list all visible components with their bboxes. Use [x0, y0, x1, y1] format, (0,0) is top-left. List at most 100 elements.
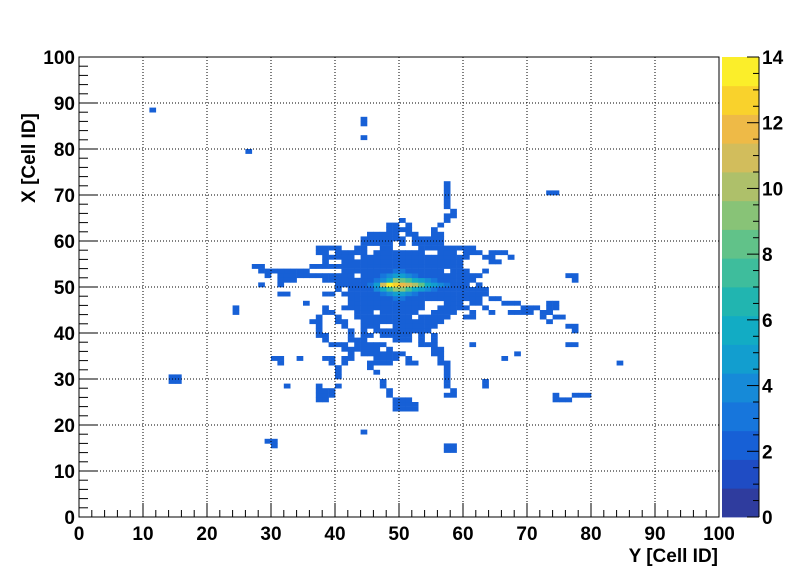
heatmap-cell	[379, 259, 387, 265]
heatmap-cell	[264, 438, 272, 444]
heatmap-cell	[386, 319, 393, 325]
heatmap-cell	[341, 264, 349, 269]
heatmap-cell	[424, 287, 432, 292]
heatmap-cell	[443, 448, 451, 453]
heatmap-cell	[392, 328, 400, 334]
heatmap-cell	[386, 314, 393, 320]
heatmap-cell	[475, 282, 483, 288]
heatmap-cell	[341, 259, 349, 265]
heatmap-cell	[488, 310, 496, 315]
heatmap-cell	[354, 342, 361, 348]
heatmap-cell	[443, 305, 451, 311]
heatmap-cell	[488, 254, 496, 260]
heatmap-cell	[379, 291, 387, 297]
heatmap-cell	[367, 323, 374, 329]
heatmap-cell	[443, 273, 451, 279]
heatmap-cell	[373, 287, 381, 292]
heatmap-cell	[360, 351, 368, 357]
heatmap-cell	[418, 236, 425, 242]
heatmap-cell	[360, 245, 368, 251]
heatmap-cell	[431, 323, 438, 329]
heatmap-cell	[232, 305, 240, 311]
heatmap-cell	[399, 264, 406, 269]
heatmap-cell	[450, 259, 457, 265]
heatmap-cell	[450, 268, 457, 274]
heatmap-cell	[347, 351, 355, 357]
heatmap-cell	[367, 268, 374, 274]
heatmap-cell	[283, 383, 291, 389]
heatmap-cell	[507, 300, 515, 306]
heatmap-cell	[373, 314, 381, 320]
heatmap-cell	[347, 273, 355, 279]
heatmap-cell	[322, 264, 329, 269]
heatmap-cell	[411, 268, 419, 274]
heatmap-cell	[424, 291, 432, 297]
heatmap-cell	[354, 250, 361, 256]
heatmap-cell	[168, 374, 176, 380]
heatmap-cell	[354, 310, 361, 315]
heatmap-cell	[328, 356, 336, 361]
y-axis-title: X [Cell ID]	[19, 113, 40, 203]
heatmap-cell	[392, 296, 400, 302]
heatmap-cell	[341, 254, 349, 260]
heatmap-cell	[373, 369, 381, 375]
heatmap-cell	[399, 241, 406, 246]
heatmap-cell	[431, 346, 438, 352]
heatmap-cell	[315, 388, 323, 394]
heatmap-cell	[450, 443, 457, 449]
heatmap-cell	[482, 287, 489, 292]
heatmap-cell	[283, 268, 291, 274]
heatmap-cell	[418, 245, 425, 251]
heatmap-cell	[360, 346, 368, 352]
heatmap-cell	[450, 296, 457, 302]
heatmap-cell	[347, 333, 355, 338]
heatmap-cell	[335, 319, 342, 325]
heatmap-cell	[571, 273, 579, 279]
heatmap-cell	[328, 254, 336, 260]
heatmap-cell	[386, 296, 393, 302]
heatmap-cell	[399, 402, 406, 407]
heatmap-cell	[418, 250, 425, 256]
heatmap-cell	[303, 268, 310, 274]
x-tick-label: 60	[452, 524, 473, 545]
heatmap-cell	[335, 254, 342, 260]
heatmap-cell	[392, 319, 400, 325]
heatmap-cell	[315, 328, 323, 334]
heatmap-cell	[360, 305, 368, 311]
heatmap-cell	[354, 337, 361, 343]
heatmap-cell	[309, 273, 317, 279]
heatmap-cell	[360, 296, 368, 302]
heatmap-cell	[335, 383, 342, 389]
heatmap-cell	[392, 250, 400, 256]
heatmap-cell	[373, 273, 381, 279]
heatmap-cell	[379, 245, 387, 251]
heatmap-cell	[411, 254, 419, 260]
heatmap-cell	[367, 319, 374, 325]
heatmap-cell	[469, 273, 477, 279]
heatmap-cell	[469, 277, 477, 283]
heatmap-cell	[424, 296, 432, 302]
heatmap-cell	[418, 296, 425, 302]
heatmap-cell	[424, 245, 432, 251]
heatmap-cell	[443, 195, 451, 200]
heatmap-cell	[367, 264, 374, 269]
x-tick-label: 10	[132, 524, 153, 545]
heatmap-cell	[469, 291, 477, 297]
heatmap-cell	[418, 277, 425, 283]
x-tick-labels: 0 10 20 30 40 50 60 70 80 90 100	[74, 524, 735, 545]
heatmap-cell	[341, 250, 349, 256]
color-scale-segment	[722, 430, 759, 460]
heatmap-cell	[373, 254, 381, 260]
heatmap-cell	[456, 287, 464, 292]
heatmap-cell	[315, 383, 323, 389]
heatmap-cell	[411, 291, 419, 297]
heatmap-cell	[379, 328, 387, 334]
heatmap-cell	[386, 227, 393, 233]
heatmap-cell	[418, 273, 425, 279]
heatmap-cell	[463, 254, 470, 260]
heatmap-cell	[367, 241, 374, 246]
heatmap-cell	[450, 305, 457, 311]
heatmap-cell	[360, 282, 368, 288]
heatmap-cell	[386, 346, 393, 352]
